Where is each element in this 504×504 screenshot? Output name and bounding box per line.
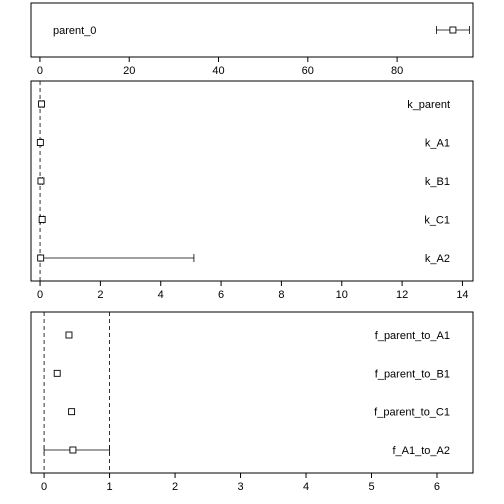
x-tick-label: 10 — [336, 289, 348, 301]
param-label: k_C1 — [424, 215, 450, 227]
estimate-point — [38, 216, 46, 223]
estimate-point — [38, 100, 46, 108]
estimate-point — [68, 408, 76, 416]
x-tick-label: 14 — [456, 289, 468, 301]
panel-frame — [30, 2, 474, 58]
param-row-f_A1_to_A2: f_A1_to_A2 — [43, 445, 451, 457]
x-tick-label: 0 — [37, 65, 43, 77]
param-label: k_B1 — [425, 176, 450, 188]
param-label: k_parent — [407, 99, 450, 111]
x-tick-label: 80 — [391, 65, 403, 77]
param-row-k_B1: k_B1 — [37, 176, 450, 188]
param-row-f_parent_to_C1: f_parent_to_C1 — [68, 407, 450, 419]
panel-frame — [30, 311, 474, 474]
x-tick-label: 5 — [368, 481, 374, 493]
x-tick-label: 0 — [41, 481, 47, 493]
x-tick-label: 0 — [37, 289, 43, 301]
x-tick-label: 3 — [237, 481, 243, 493]
estimate-point — [37, 177, 45, 185]
estimate-point — [37, 254, 45, 262]
param-row-k_parent: k_parent — [38, 99, 450, 111]
x-tick-label: 8 — [278, 289, 284, 301]
param-label: parent_0 — [53, 25, 96, 37]
param-row-k_A1: k_A1 — [36, 138, 450, 150]
param-label: f_parent_to_A1 — [375, 330, 450, 342]
x-tick-label: 1 — [107, 481, 113, 493]
estimate-point — [53, 369, 61, 377]
panel-frame — [30, 80, 474, 282]
param-label: k_A1 — [425, 138, 450, 150]
param-label: k_A2 — [425, 253, 450, 265]
x-tick-label: 60 — [302, 65, 314, 77]
panel-rates: 0 2 4 6 8 10 12 14 k_parent k_A1 k_B1 k_C1 k_A2 — [30, 80, 474, 301]
x-tick-label: 2 — [97, 289, 103, 301]
x-tick-label: 2 — [172, 481, 178, 493]
estimate-point — [65, 331, 73, 339]
param-label: f_parent_to_C1 — [374, 407, 450, 419]
estimate-point — [449, 26, 457, 34]
x-tick-label: 6 — [218, 289, 224, 301]
x-tick-label: 6 — [434, 481, 440, 493]
estimate-point — [36, 139, 44, 146]
panel-formation_fractions: 0 1 2 3 4 5 6 f_parent_to_A1 f_parent_to_B1 f_par… — [30, 311, 474, 493]
panel-parent_0: 0 20 40 60 80 parent_0 — [30, 2, 474, 77]
param-row-k_C1: k_C1 — [38, 215, 450, 227]
estimate-point — [69, 446, 77, 454]
x-tick-label: 4 — [158, 289, 164, 301]
x-tick-label: 20 — [123, 65, 135, 77]
param-row-f_parent_to_A1: f_parent_to_A1 — [65, 330, 450, 342]
x-tick-label: 4 — [303, 481, 309, 493]
param-row-k_A2: k_A2 — [37, 253, 450, 265]
param-row-parent_0: parent_0 — [53, 25, 470, 37]
x-tick-label: 12 — [396, 289, 408, 301]
param-row-f_parent_to_B1: f_parent_to_B1 — [53, 368, 450, 380]
param-label: f_A1_to_A2 — [393, 445, 451, 457]
param-label: f_parent_to_B1 — [375, 368, 450, 380]
x-tick-label: 40 — [212, 65, 224, 77]
